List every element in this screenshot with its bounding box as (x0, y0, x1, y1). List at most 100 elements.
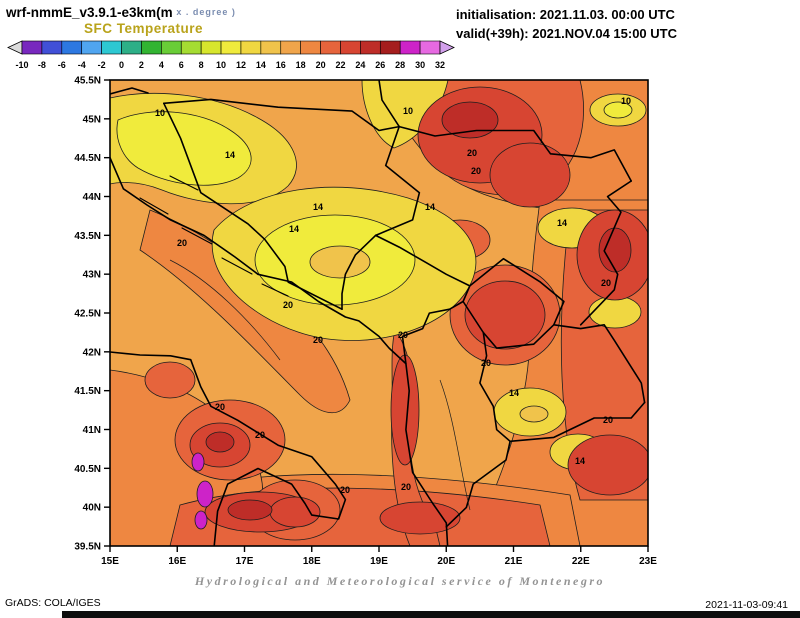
temp-region (598, 227, 632, 273)
colorbar-tick-label: 4 (159, 60, 164, 70)
temp-region (379, 501, 461, 535)
lat-label: 45.5N (74, 76, 101, 87)
temp-region (519, 405, 549, 423)
colorbar-segment (320, 40, 341, 55)
coastlines-and-borders (110, 80, 646, 546)
lat-label: 41.5N (74, 386, 101, 397)
border-croatia-serbia (378, 80, 400, 128)
temp-region (441, 101, 499, 139)
lat-label: 45N (83, 114, 101, 125)
colorbar-tick-label: 32 (435, 60, 445, 70)
colorbar-segment (180, 40, 202, 55)
contour-label: 20 (177, 238, 187, 248)
temp-region (144, 361, 196, 399)
lat-label: 40N (83, 503, 101, 514)
lon-label: 23E (639, 556, 657, 567)
colorbar-tick-label: -4 (78, 60, 86, 70)
colorbar-tick-label: 28 (395, 60, 405, 70)
border-macedonia-greece (509, 401, 646, 443)
contour-labels: 10 10 10 14 14 14 14 14 14 14 20 20 20 20 20 20 20 20 20 20… (155, 96, 631, 495)
contour-label: 20 (481, 358, 491, 368)
border-bosnia-north (163, 98, 400, 132)
lat-label: 41N (83, 425, 101, 436)
lat-label: 44.5N (74, 153, 101, 164)
colorbar-tick-label: 14 (256, 60, 266, 70)
colorbar-tick-label: 0 (119, 60, 124, 70)
colorbar-right-arrow (439, 40, 455, 55)
colorbar-segment (280, 40, 301, 55)
border-montenegro-albania (401, 300, 464, 365)
colorbar-tick-label: 26 (375, 60, 385, 70)
colorbar-tick-label: 10 (216, 60, 226, 70)
temp-region (205, 431, 235, 453)
border-slovenia (110, 87, 149, 95)
colorbar-tick-label: -8 (38, 60, 46, 70)
contour-label: 20 (215, 402, 225, 412)
lon-label: 17E (236, 556, 254, 567)
border-bosnia-west (163, 102, 343, 310)
temp-region (269, 496, 321, 528)
temp-region (567, 434, 648, 496)
colorbar-tick-label: 2 (139, 60, 144, 70)
colorbar-segment (240, 40, 262, 55)
lon-axis: 15E 16E 17E 18E 19E 20E 21E 22E 23E (101, 546, 657, 567)
coastline-italy (110, 351, 347, 546)
contour-label: 14 (509, 388, 519, 398)
colorbar-segment (161, 40, 182, 55)
border-macedonia-bulgaria (553, 324, 646, 404)
colorbar-segment (399, 40, 421, 55)
colorbar-segment (260, 40, 282, 55)
border-drina (374, 125, 421, 237)
initialisation-line: initialisation: 2021.11.03. 00:00 UTC (456, 7, 675, 22)
dalmatian-islands (139, 175, 289, 297)
colorbar-segment (101, 40, 122, 55)
contour-label: 20 (283, 300, 293, 310)
lat-label: 44N (83, 192, 101, 203)
model-units: x . degree ) (176, 7, 236, 17)
lat-label: 42N (83, 347, 101, 358)
border-bosnia-montenegro (341, 234, 377, 310)
coastline-balkan (110, 156, 449, 546)
map-area: 45.5N 45N 44.5N 44N 43.5N 43N 42.5N 42N 41.5N 41N… (58, 70, 678, 575)
model-name: wrf-nmmE_v3.9.1-e3km(m (6, 5, 173, 20)
colorbar-segment (21, 40, 43, 55)
border-kosovo (462, 257, 565, 349)
run-info: initialisation: 2021.11.03. 00:00 UTC va… (456, 5, 677, 43)
temp-region (309, 245, 371, 279)
colorbar-tick-label: -10 (15, 60, 28, 70)
temp-region (588, 295, 642, 329)
lat-axis: 45.5N 45N 44.5N 44N 43.5N 43N 42.5N 42N 41.5N 41N… (74, 76, 110, 553)
colorbar-tick-label: 22 (335, 60, 345, 70)
temp-region (489, 142, 571, 208)
contour-label: 10 (155, 108, 165, 118)
contour-label: 14 (225, 150, 235, 160)
contour-label: 20 (398, 330, 408, 340)
colorbar-segment (81, 40, 102, 55)
contour-label: 14 (557, 218, 567, 228)
contour-label: 20 (603, 415, 613, 425)
lat-label: 43.5N (74, 231, 101, 242)
extra-contours (169, 259, 471, 511)
valid-line: valid(+39h): 2021.NOV.04 15:00 UTC (456, 26, 677, 41)
colorbar-tick-label: 30 (415, 60, 425, 70)
colorbar-segment (121, 40, 142, 55)
contour-label: 20 (313, 335, 323, 345)
lon-label: 22E (572, 556, 590, 567)
contour-label: 20 (255, 430, 265, 440)
colorbar-tick-label: 18 (296, 60, 306, 70)
contour-label: 20 (471, 166, 481, 176)
border-montenegro-serbia (374, 234, 471, 287)
colorbar-segment (200, 40, 222, 55)
colorbar-segment (300, 40, 321, 55)
colorbar-tick-label: 12 (236, 60, 246, 70)
lon-label: 18E (303, 556, 321, 567)
colorbar-tick-label: 8 (199, 60, 204, 70)
lat-label: 42.5N (74, 309, 101, 320)
lon-label: 15E (101, 556, 119, 567)
colorbar-segment (379, 40, 401, 55)
colorbar-tick-label: 20 (316, 60, 326, 70)
colorbar-segment (61, 40, 83, 55)
lon-label: 20E (437, 556, 455, 567)
contour-label: 10 (403, 106, 413, 116)
